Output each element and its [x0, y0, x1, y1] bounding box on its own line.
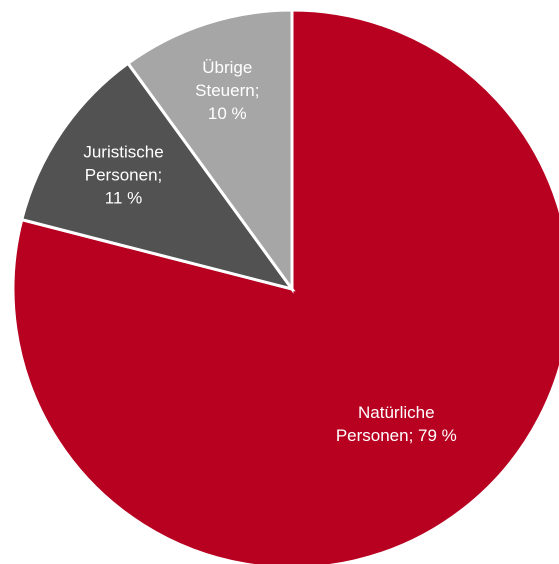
pie-slice-label-line: Personen; — [85, 166, 163, 185]
pie-slice-label-line: 11 % — [105, 189, 143, 208]
pie-slice-label-line: Juristische — [83, 143, 163, 162]
pie-slice-label-line: Übrige — [202, 58, 252, 77]
pie-slice-label-line: 10 % — [208, 104, 247, 123]
pie-slice-label: Juristische Personen; 11 % — [83, 143, 163, 208]
pie-slice-nat-rliche-personen — [11, 8, 559, 564]
pie-labels: Natürliche Personen; 79 % Juristische Perso… — [83, 58, 456, 445]
pie-slice-label: Übrige Steuern; 10 % — [195, 58, 259, 123]
pie-slice-juristische-personen — [19, 61, 296, 292]
pie-slice--brige-steuern — [125, 8, 294, 294]
pie-slice-label-line: Natürliche — [358, 403, 435, 422]
pie-slices — [11, 8, 559, 564]
pie-slice-label: Natürliche Personen; 79 % — [336, 403, 457, 445]
pie-slice-label-line: Steuern; — [195, 81, 259, 100]
pie-slice-label-line: Personen; 79 % — [336, 426, 457, 445]
